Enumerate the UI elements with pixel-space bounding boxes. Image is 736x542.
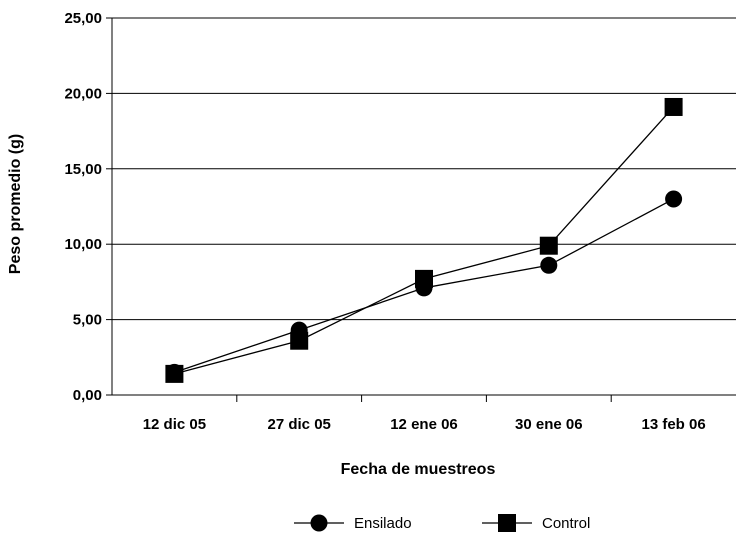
x-tick-label: 27 dic 05	[268, 416, 331, 433]
data-point	[665, 190, 683, 208]
data-point	[539, 236, 558, 255]
data-point	[664, 97, 683, 116]
y-tick-labels: 0,00 5,00 10,00 15,00 20,00 25,00	[64, 10, 102, 404]
y-tick-label: 20,00	[64, 85, 102, 102]
series-group	[165, 97, 683, 383]
legend-label: Control	[542, 515, 590, 532]
legend: Ensilado Control	[294, 514, 590, 532]
y-tick-label: 15,00	[64, 161, 102, 178]
grid-lines	[112, 17, 736, 321]
data-point	[165, 364, 184, 383]
legend-item-ensilado: Ensilado	[294, 514, 412, 532]
data-point	[540, 256, 558, 274]
x-axis-title: Fecha de muestreos	[341, 461, 496, 478]
x-tick-label: 12 ene 06	[390, 416, 458, 433]
series-control	[165, 97, 683, 383]
legend-marker	[310, 514, 328, 532]
axes	[106, 17, 736, 402]
y-tick-label: 0,00	[73, 387, 102, 404]
series-line	[174, 106, 675, 375]
y-tick-label: 25,00	[64, 10, 102, 27]
data-point	[290, 331, 309, 350]
y-tick-label: 10,00	[64, 236, 102, 253]
x-tick-labels: 12 dic 05 27 dic 05 12 ene 06 30 ene 06 13 f…	[143, 416, 706, 433]
legend-marker	[498, 514, 516, 532]
x-tick-label: 30 ene 06	[515, 416, 583, 433]
x-tick-label: 13 feb 06	[641, 416, 705, 433]
legend-item-control: Control	[482, 514, 590, 532]
y-tick-label: 5,00	[73, 312, 102, 329]
x-tick-label: 12 dic 05	[143, 416, 206, 433]
data-point	[415, 269, 433, 288]
y-axis-title: Peso promedio (g)	[7, 134, 24, 274]
legend-label: Ensilado	[354, 515, 412, 532]
